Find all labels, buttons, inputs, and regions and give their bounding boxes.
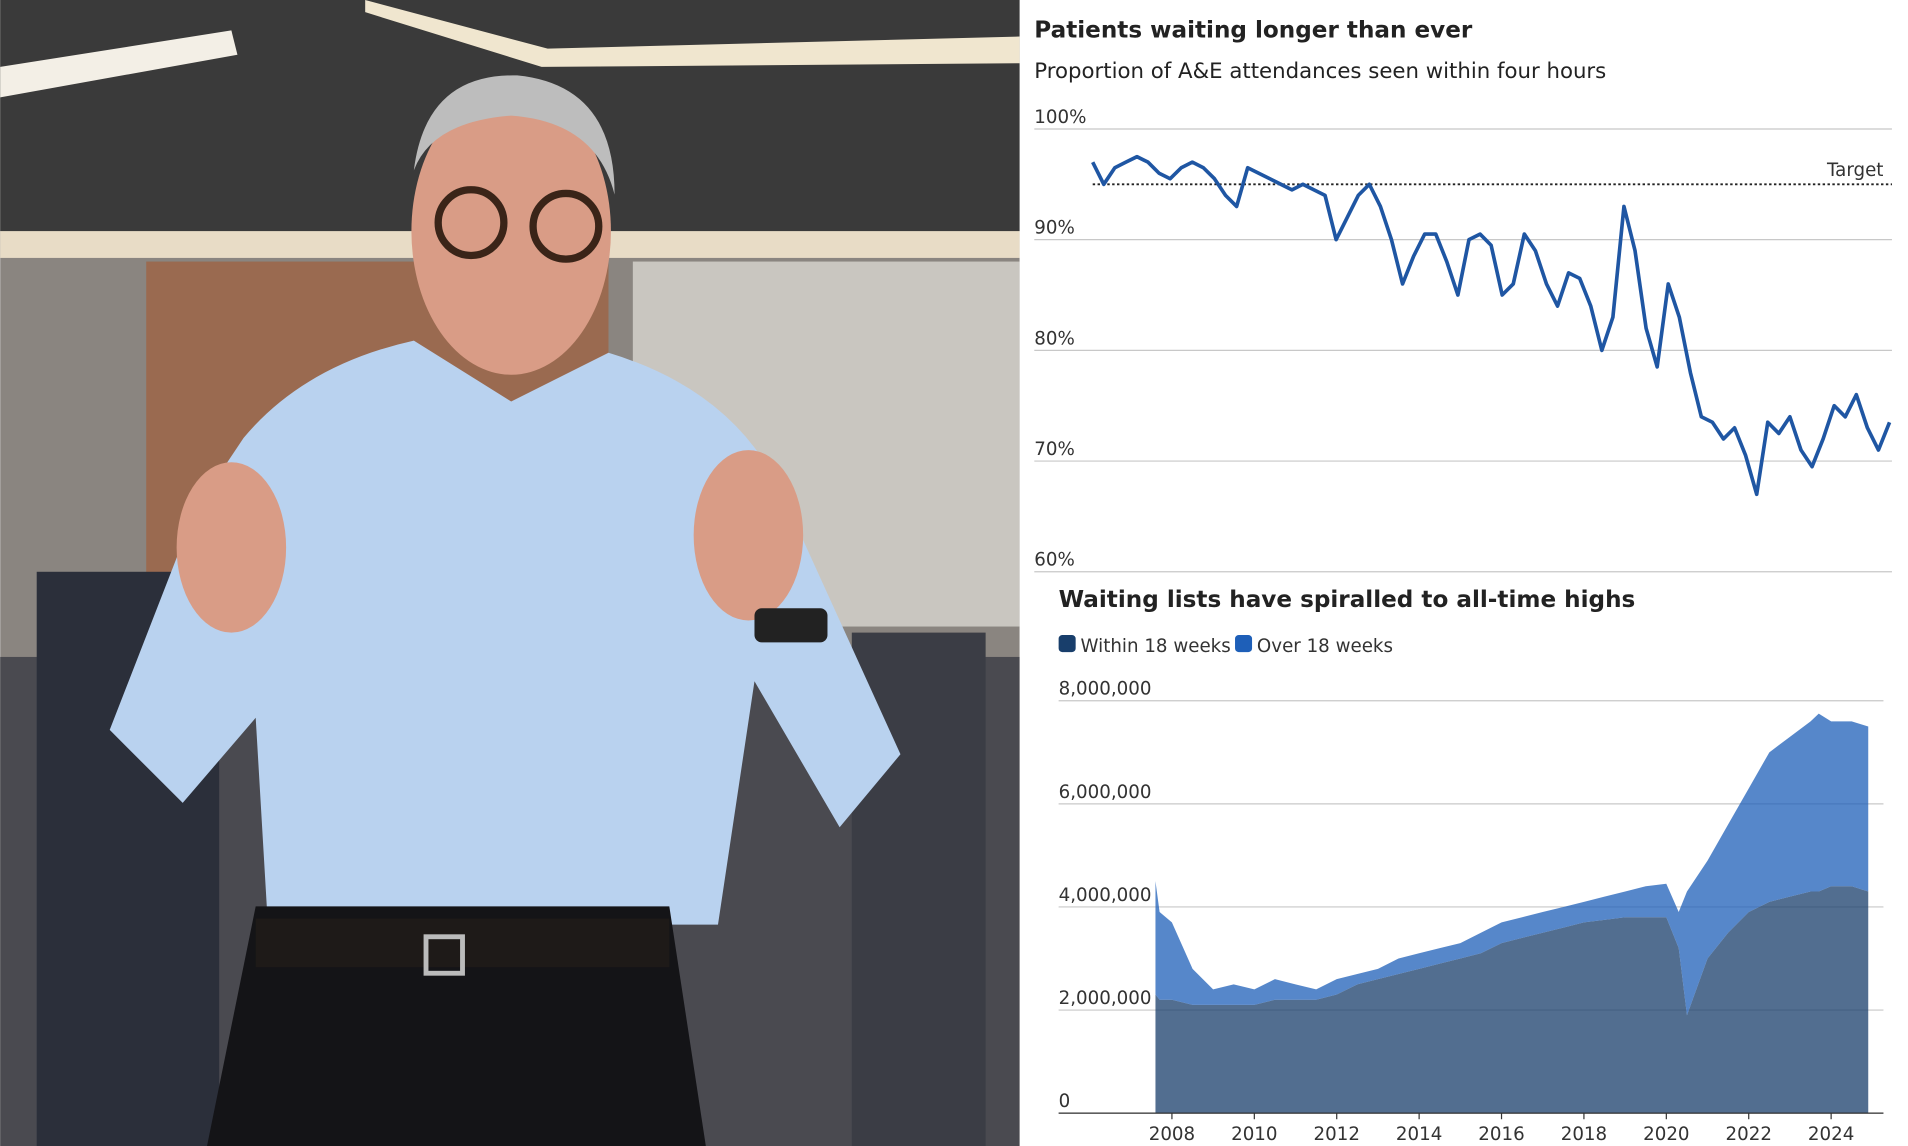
area xyxy=(1155,886,1869,1114)
x-tick-label: 2012 xyxy=(1314,1124,1360,1145)
x-tick-label: 2020 xyxy=(1643,1124,1689,1145)
line-chart: Patients waiting longer than ever Propor… xyxy=(1034,18,1892,573)
legend-label: Within 18 weeks xyxy=(1081,636,1231,657)
x-tick-label: 2008 xyxy=(1149,1124,1195,1145)
chart-title: Waiting lists have spiralled to all-time… xyxy=(1059,587,1636,613)
legend-label: Over 18 weeks xyxy=(1257,636,1393,657)
legend-swatch xyxy=(1235,635,1253,653)
x-tick-label: 2018 xyxy=(1561,1124,1607,1145)
y-tick-label: 90% xyxy=(1034,218,1075,239)
photo xyxy=(0,0,1020,1146)
y-tick-label: 2,000,000 xyxy=(1059,988,1152,1009)
y-tick-label: 80% xyxy=(1034,328,1075,349)
x-tick-label: 2010 xyxy=(1231,1124,1277,1145)
area xyxy=(1155,713,1869,1016)
legend-swatch xyxy=(1058,635,1076,653)
area-chart: Waiting lists have spiralled to all-time… xyxy=(1058,587,1884,1145)
y-tick-label: 60% xyxy=(1034,550,1075,571)
chart-subtitle: Proportion of A&E attendances seen withi… xyxy=(1034,59,1606,84)
chart-title: Patients waiting longer than ever xyxy=(1034,18,1473,44)
x-tick-label: 2016 xyxy=(1478,1124,1524,1145)
x-tick-label: 2022 xyxy=(1726,1124,1772,1145)
x-tick-label: 2014 xyxy=(1396,1124,1442,1145)
data-line xyxy=(1091,154,1892,497)
y-tick-label: 6,000,000 xyxy=(1059,782,1152,803)
x-tick-label: 2024 xyxy=(1808,1124,1854,1145)
target-label: Target xyxy=(1826,160,1883,181)
y-tick-label: 100% xyxy=(1034,107,1086,128)
y-tick-label: 8,000,000 xyxy=(1059,679,1152,700)
y-tick-label: 4,000,000 xyxy=(1059,885,1152,906)
y-tick-label: 0 xyxy=(1059,1091,1071,1112)
y-tick-label: 70% xyxy=(1034,439,1075,460)
